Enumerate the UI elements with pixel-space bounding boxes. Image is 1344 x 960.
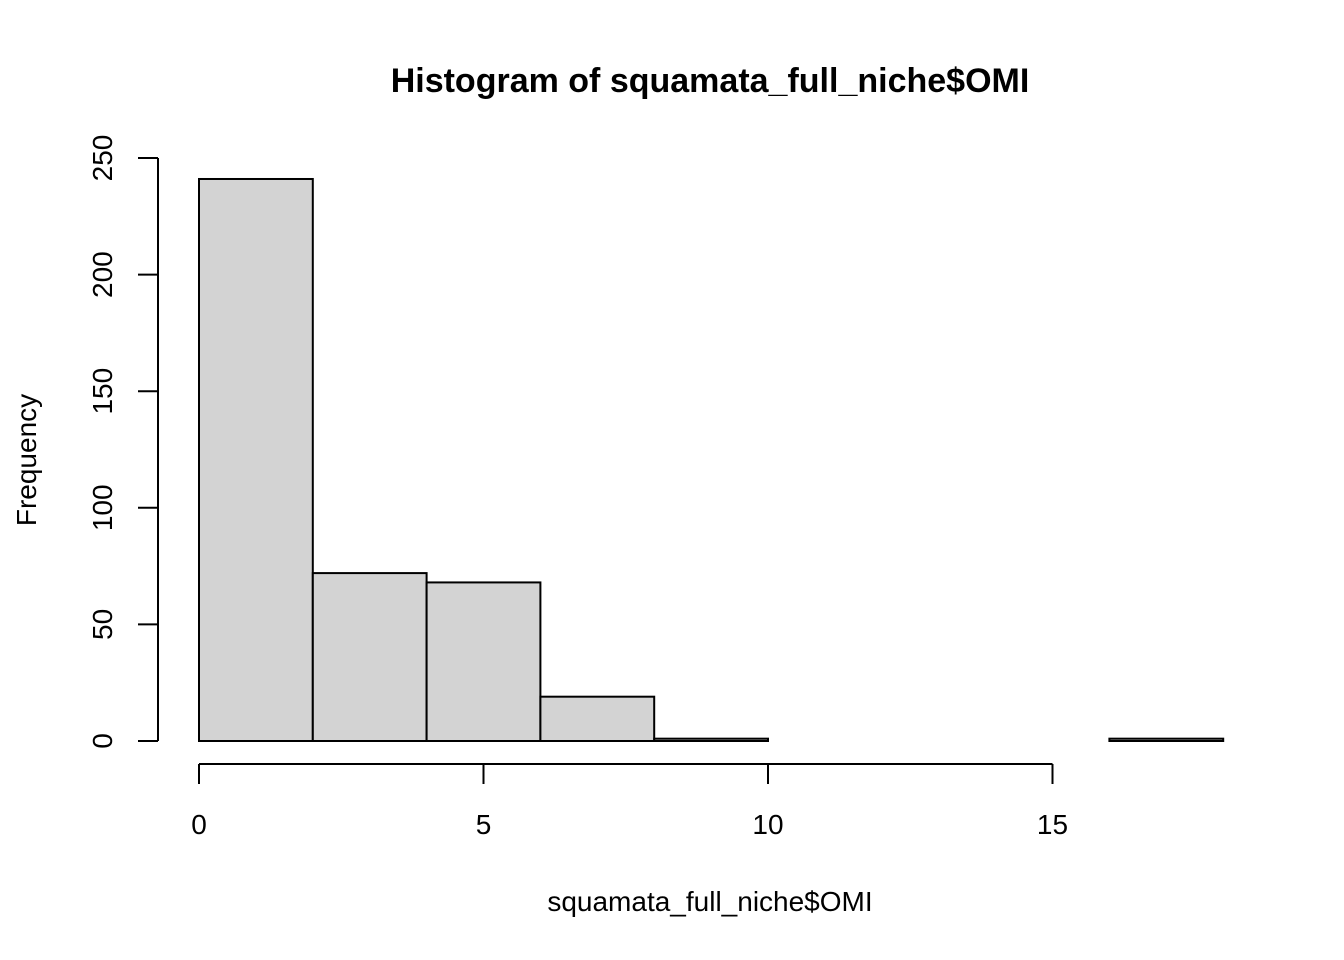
- y-tick-label: 250: [87, 135, 118, 182]
- histogram-bar: [539, 695, 656, 743]
- x-tick-label: 0: [191, 809, 207, 840]
- y-tick-label: 100: [87, 484, 118, 531]
- y-tick-label: 200: [87, 251, 118, 298]
- y-axis: 0 50 100 150 200 250: [87, 135, 159, 749]
- x-tick-label: 5: [476, 809, 492, 840]
- histogram-bar: [653, 737, 770, 743]
- y-tick-label: 0: [87, 733, 118, 749]
- y-tick-label: 150: [87, 368, 118, 415]
- histogram-bar: [198, 177, 314, 743]
- x-axis: 0 5 10 15: [191, 763, 1068, 840]
- histogram-bar: [311, 572, 428, 743]
- x-tick-label: 10: [752, 809, 783, 840]
- y-axis-label: Frequency: [11, 394, 42, 526]
- histogram-bar: [1108, 737, 1225, 743]
- x-axis-label: squamata_full_niche$OMI: [547, 886, 872, 917]
- y-tick-label: 50: [87, 609, 118, 640]
- histogram-bars: [198, 177, 1225, 743]
- chart-title: Histogram of squamata_full_niche$OMI: [391, 62, 1030, 100]
- x-tick-label: 15: [1037, 809, 1068, 840]
- histogram-bar: [425, 581, 542, 743]
